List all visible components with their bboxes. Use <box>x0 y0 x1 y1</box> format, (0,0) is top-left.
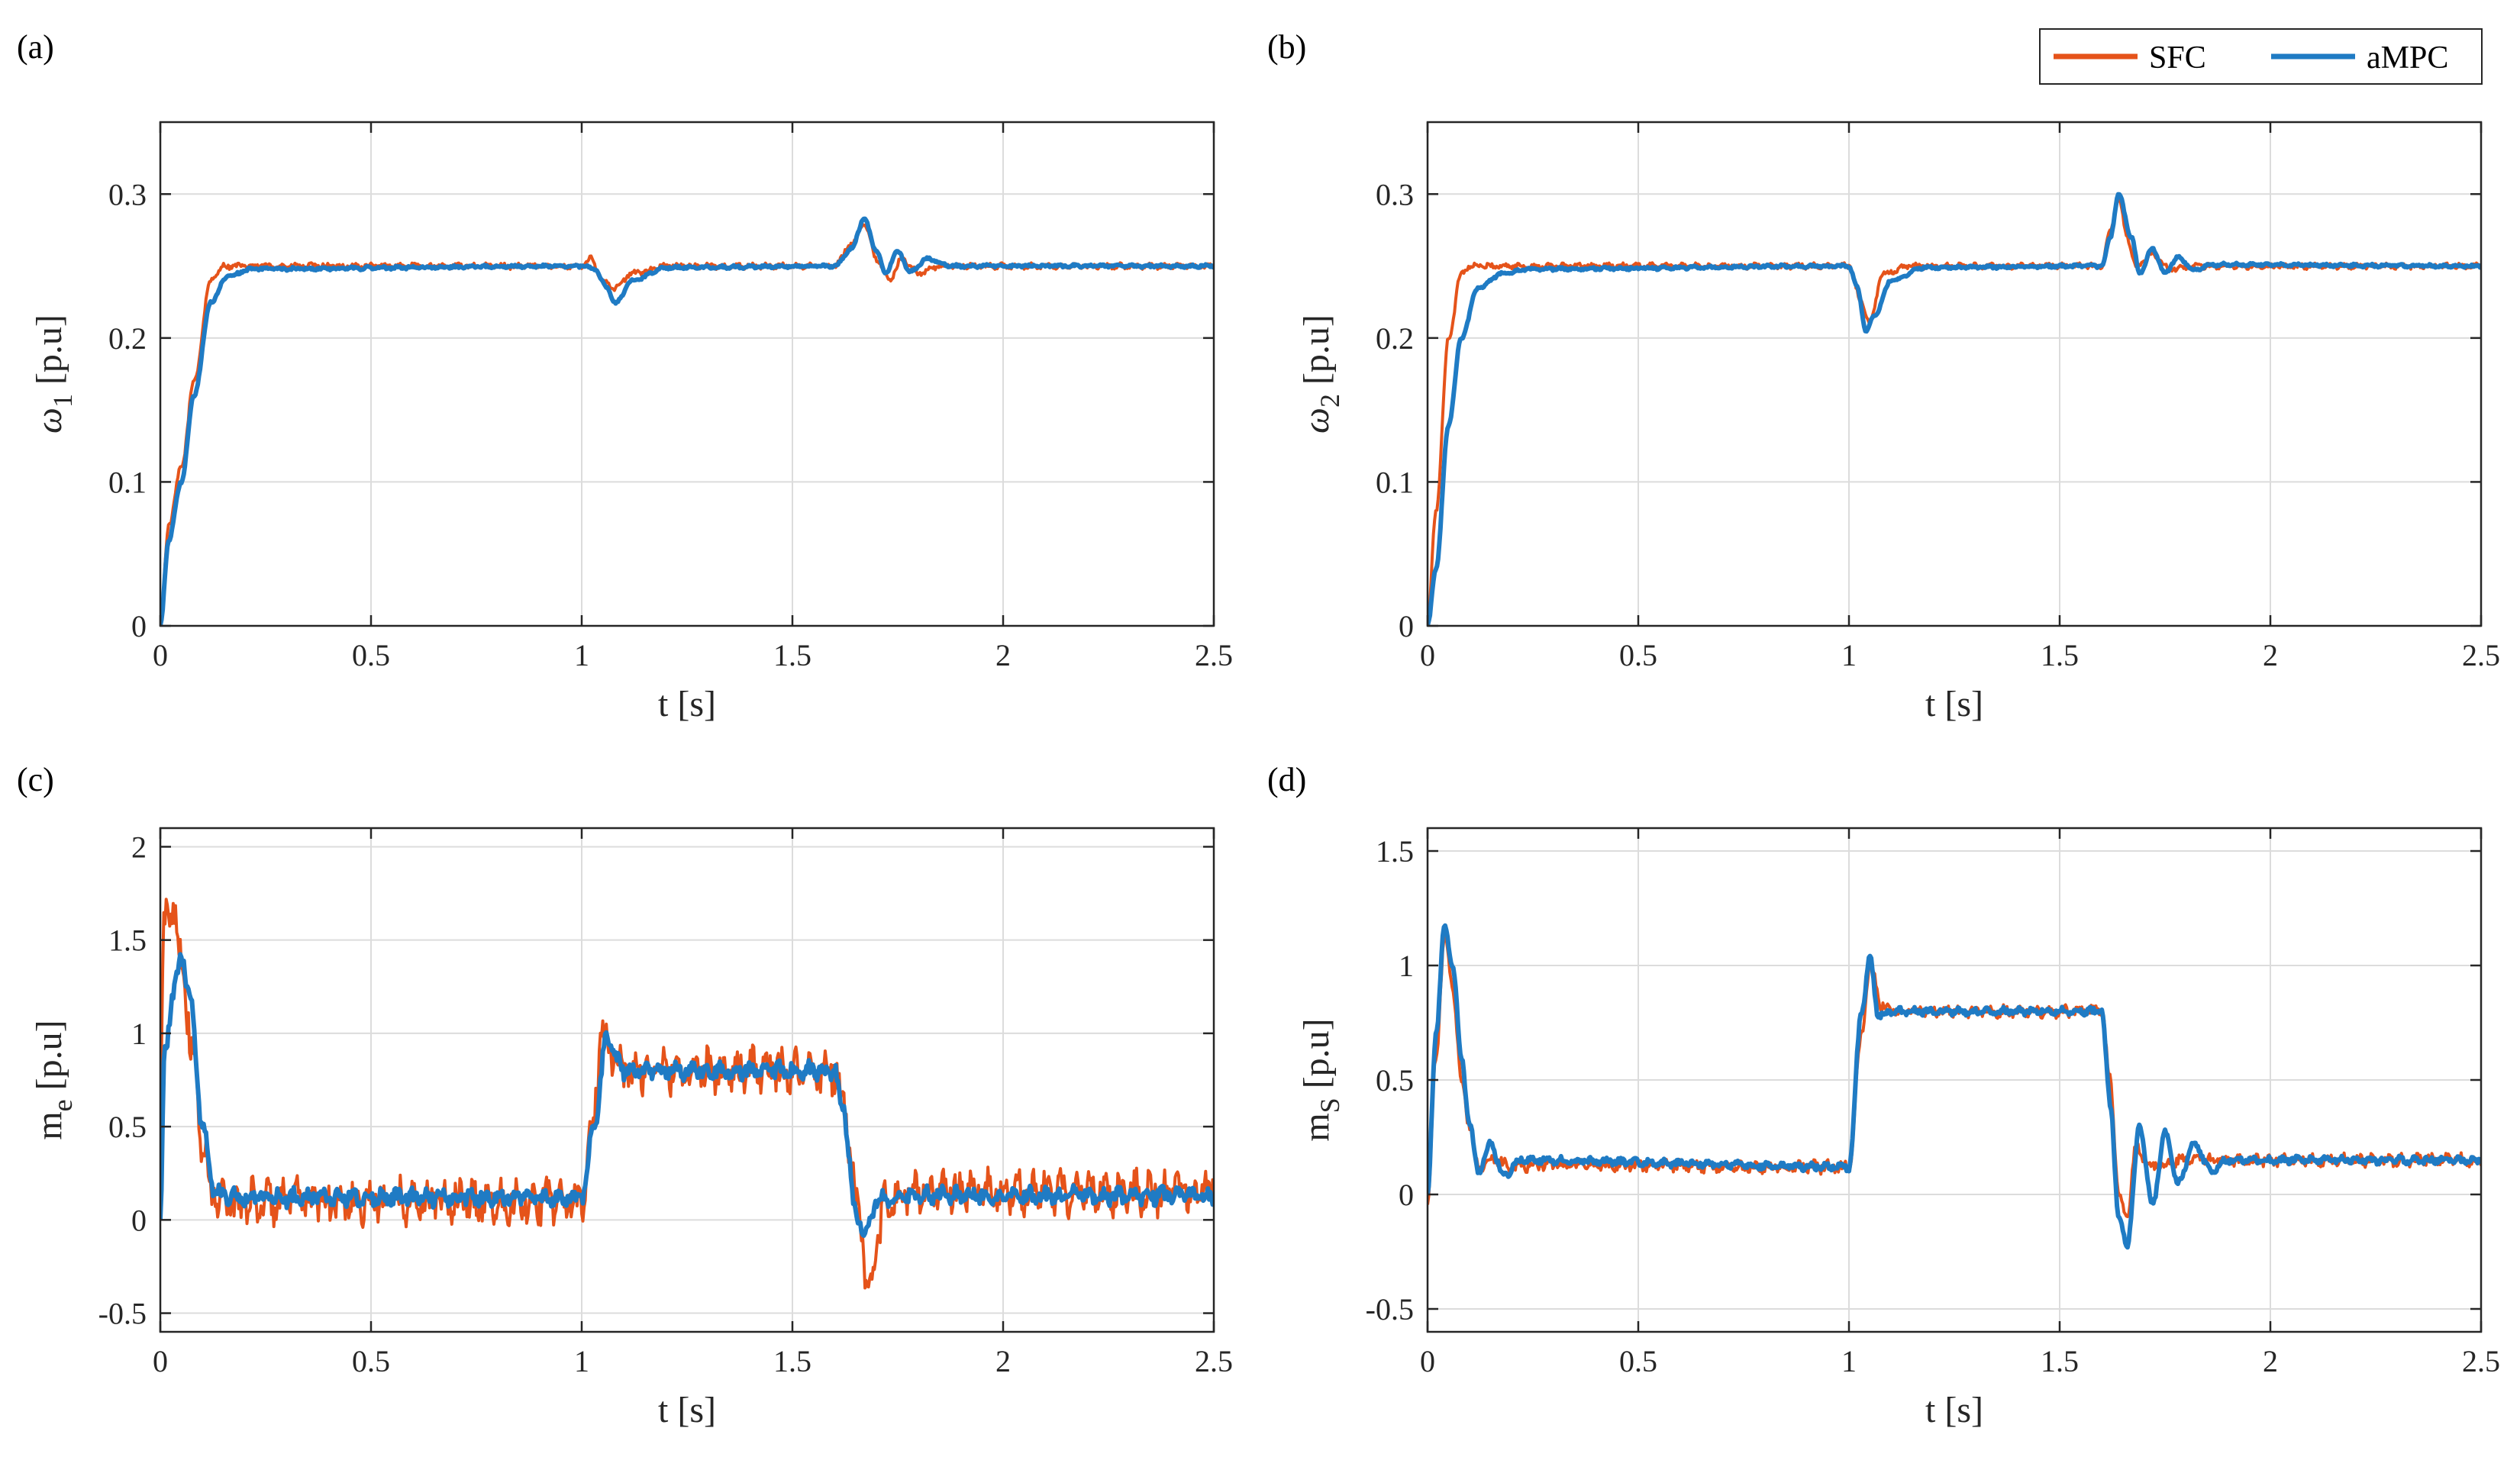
x-tick-label: 2 <box>2263 1344 2278 1378</box>
panel-tag: (b) <box>1267 28 1306 66</box>
panel-a: (a) 0 0.5 1 1.5 2 2.500.10.20.3t [s]ω1 [p.u] <box>17 28 1233 724</box>
y-tick-label: 0.2 <box>1376 321 1414 356</box>
x-tick-label: 0 <box>153 1344 168 1378</box>
x-tick-label: 0 <box>1420 638 1435 672</box>
y-axis-label-sub: 2 <box>1315 394 1345 408</box>
x-tick-label: 1.5 <box>773 638 811 672</box>
x-tick-label: 2.5 <box>2462 1344 2500 1378</box>
y-tick-label: 2 <box>131 830 147 864</box>
panel-tag: (a) <box>17 28 54 66</box>
x-tick-label: 2.5 <box>2462 638 2500 672</box>
y-tick-label: 0.1 <box>1376 465 1414 499</box>
panel-b: (b) 0 0.5 1 1.5 2 2.500.10.20.3t [s]ω2 [p.u] <box>1267 28 2500 724</box>
axes-frame <box>159 121 1215 627</box>
series-line-ampc <box>1428 923 2481 1250</box>
x-tick-label: 2 <box>995 638 1011 672</box>
y-tick-label: 0.3 <box>1376 177 1414 211</box>
x-tick-label: 2 <box>2263 638 2278 672</box>
y-axis-label-main: ω <box>29 408 69 434</box>
y-axis-label: me [p.u] <box>29 1020 78 1139</box>
axes-frame <box>1426 121 2483 627</box>
panel-tag: (d) <box>1267 761 1306 798</box>
x-tick-label: 1.5 <box>773 1344 811 1378</box>
y-tick-label: 0.5 <box>108 1110 147 1144</box>
y-axis-label-sub: S <box>1315 1098 1345 1113</box>
x-tick-label: 2 <box>995 1344 1011 1378</box>
x-tick-label: 1 <box>1841 638 1857 672</box>
x-axis-label: t [s] <box>1925 1390 1983 1430</box>
x-tick-label: 0.5 <box>352 1344 390 1378</box>
y-axis-label-main: ω <box>1296 408 1337 434</box>
y-tick-label: 1 <box>131 1017 147 1051</box>
y-tick-label: 0.1 <box>108 465 147 499</box>
x-tick-label: 0.5 <box>1619 638 1657 672</box>
y-tick-label: -0.5 <box>1366 1292 1414 1326</box>
y-tick-label: 1 <box>1399 949 1414 983</box>
series-line-ampc <box>1428 192 2481 626</box>
axes-frame <box>159 827 1215 1333</box>
x-tick-label: 2.5 <box>1195 1344 1233 1378</box>
y-axis-label: ω2 [p.u] <box>1296 314 1345 434</box>
x-axis-label: t [s] <box>658 1390 716 1430</box>
y-tick-label: -0.5 <box>98 1297 147 1331</box>
y-axis-label-unit: [p.u] <box>29 314 69 394</box>
x-tick-label: 0 <box>1420 1344 1435 1378</box>
y-axis-label: ω1 [p.u] <box>29 314 78 434</box>
legend-label-sfc: SFC <box>2149 40 2206 76</box>
x-tick-label: 0.5 <box>1619 1344 1657 1378</box>
panel-d: (d) 0 0.5 1 1.5 2 2.5-0.500.511.5t [s]mS [p.u… <box>1267 761 2500 1430</box>
y-tick-label: 0 <box>131 609 147 643</box>
series-line-ampc <box>160 216 1214 626</box>
x-tick-label: 1 <box>574 638 589 672</box>
x-tick-label: 1.5 <box>2041 1344 2079 1378</box>
y-axis-label-unit: [p.u] <box>1296 1018 1337 1098</box>
x-tick-label: 1 <box>574 1344 589 1378</box>
x-axis-label: t [s] <box>1925 684 1983 724</box>
y-tick-label: 0 <box>1399 609 1414 643</box>
y-axis-label-sub: e <box>47 1099 78 1111</box>
x-tick-label: 0.5 <box>352 638 390 672</box>
panel-tag: (c) <box>17 761 54 798</box>
y-axis-label-main: m <box>29 1111 69 1139</box>
y-axis-label-unit: [p.u] <box>1296 314 1337 394</box>
y-tick-label: 1.5 <box>1376 834 1414 869</box>
plot-area <box>1428 122 2481 626</box>
y-tick-label: 0 <box>1399 1178 1414 1212</box>
legend: SFC aMPC <box>2039 28 2483 85</box>
y-tick-label: 0 <box>131 1203 147 1237</box>
y-tick-label: 0.3 <box>108 177 147 211</box>
x-tick-label: 0 <box>153 638 168 672</box>
plot-area <box>160 122 1214 626</box>
x-tick-label: 2.5 <box>1195 638 1233 672</box>
y-axis-label-sub: 1 <box>47 394 78 408</box>
y-tick-label: 1.5 <box>108 924 147 958</box>
y-axis-label: mS [p.u] <box>1296 1018 1345 1141</box>
y-tick-label: 0.2 <box>108 321 147 356</box>
series-line-ampc <box>160 952 1214 1238</box>
x-tick-label: 1.5 <box>2041 638 2079 672</box>
panel-c: (c) 0 0.5 1 1.5 2 2.5-0.500.511.52t [s]me [p.… <box>17 761 1233 1430</box>
x-tick-label: 1 <box>1841 1344 1857 1378</box>
y-axis-label-main: m <box>1296 1113 1337 1141</box>
legend-label-ampc: aMPC <box>2367 40 2448 76</box>
x-axis-label: t [s] <box>658 684 716 724</box>
y-tick-label: 0.5 <box>1376 1063 1414 1098</box>
y-axis-label-unit: [p.u] <box>29 1020 69 1099</box>
